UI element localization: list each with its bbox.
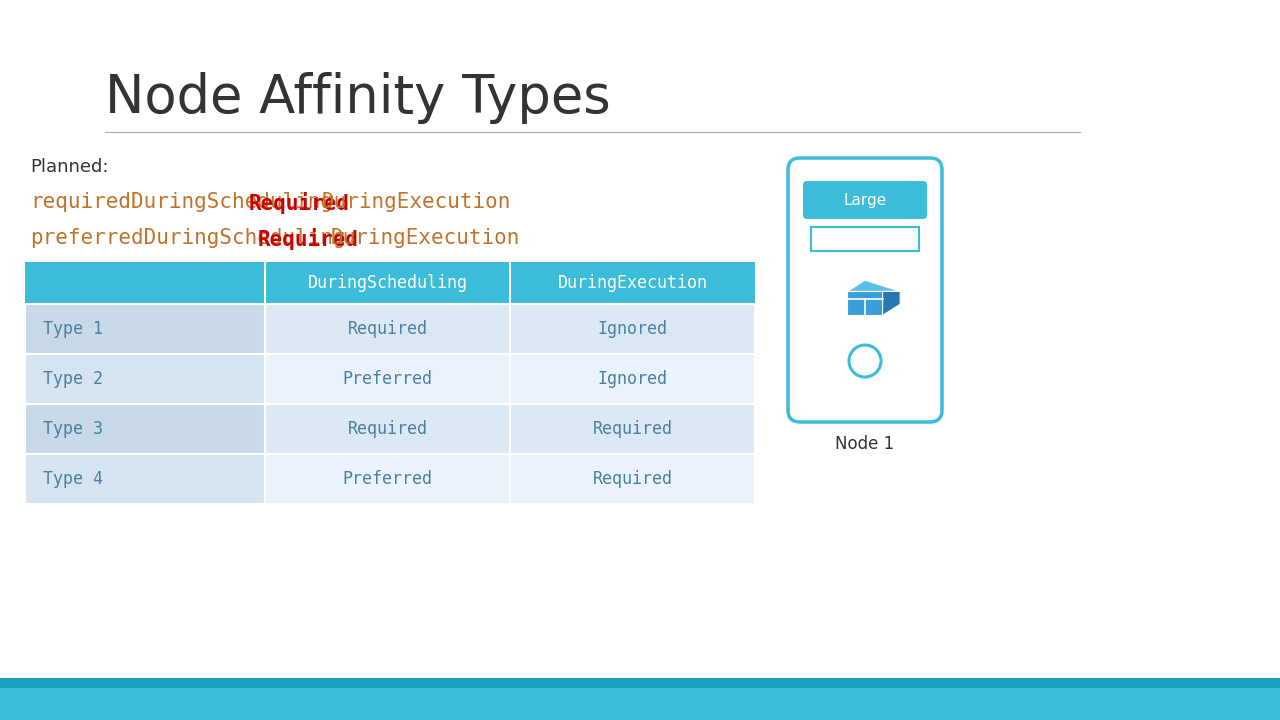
Bar (26, 262, 755, 304)
Polygon shape (847, 292, 883, 315)
Text: requiredDuringScheduling: requiredDuringScheduling (29, 192, 333, 212)
Text: Ignored: Ignored (598, 320, 667, 338)
Text: Type 1: Type 1 (44, 320, 102, 338)
Text: DuringExecution: DuringExecution (332, 228, 521, 248)
Text: Type 2: Type 2 (44, 370, 102, 388)
Bar (812, 227, 919, 251)
Bar (265, 354, 509, 404)
Bar (26, 404, 265, 454)
Text: Planned:: Planned: (29, 158, 109, 176)
Text: Preferred: Preferred (343, 470, 433, 488)
Bar (509, 354, 755, 404)
Text: Preferred: Preferred (343, 370, 433, 388)
Text: Node Affinity Types: Node Affinity Types (105, 72, 611, 124)
Text: Type 4: Type 4 (44, 470, 102, 488)
Bar (509, 304, 755, 354)
Bar (0, 678, 1280, 720)
Text: DuringScheduling: DuringScheduling (307, 274, 467, 292)
Text: Node 1: Node 1 (836, 435, 895, 453)
Text: Large: Large (844, 192, 887, 207)
Bar (265, 454, 509, 504)
Bar (26, 304, 265, 354)
Bar (509, 454, 755, 504)
FancyBboxPatch shape (788, 158, 942, 422)
Text: Required: Required (593, 420, 672, 438)
FancyBboxPatch shape (803, 181, 927, 219)
Text: DuringExecution: DuringExecution (321, 192, 511, 212)
Polygon shape (847, 280, 900, 292)
Text: Ignored: Ignored (598, 370, 667, 388)
Bar (265, 404, 509, 454)
Text: Required: Required (248, 192, 349, 214)
Polygon shape (883, 292, 900, 315)
Text: Type 3: Type 3 (44, 420, 102, 438)
Text: preferredDuringScheduling: preferredDuringScheduling (29, 228, 346, 248)
Bar (26, 454, 265, 504)
Text: Required: Required (347, 320, 428, 338)
Circle shape (849, 345, 881, 377)
Bar (509, 404, 755, 454)
Bar (0, 678, 1280, 688)
Text: Required: Required (347, 420, 428, 438)
Text: Required: Required (259, 228, 358, 250)
Bar (26, 354, 265, 404)
Bar (265, 304, 509, 354)
Text: DuringExecution: DuringExecution (558, 274, 708, 292)
Text: Required: Required (593, 470, 672, 488)
